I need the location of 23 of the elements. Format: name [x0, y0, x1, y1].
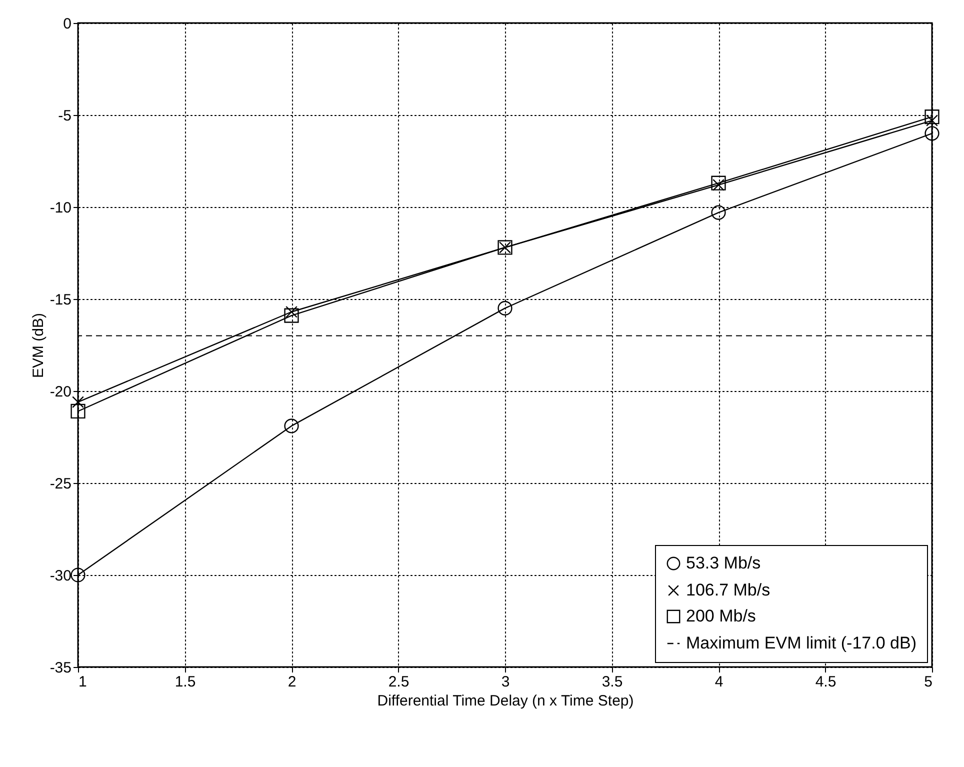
x-tick-label: 3: [501, 674, 510, 690]
x-tick-label: 4: [714, 674, 724, 690]
y-tick-label: -5: [58, 108, 72, 124]
y-tick-label: -30: [50, 568, 72, 584]
x-tick-label: 3.5: [602, 674, 623, 690]
x-tick-label: 2.5: [388, 674, 410, 690]
y-tick-label: -10: [50, 200, 72, 216]
x-tick-label: 2: [288, 674, 296, 690]
y-tick-label: -35: [50, 660, 72, 676]
legend-label: 106.7 Mb/s: [686, 580, 770, 600]
legend-label: 53.3 Mb/s: [686, 554, 761, 572]
y-tick-label: -25: [50, 476, 72, 492]
y-tick-label: -15: [50, 292, 72, 308]
x-tick-label: 1.5: [174, 674, 196, 690]
y-tick-label: -20: [50, 384, 72, 400]
x-tick-label: 1: [78, 674, 87, 690]
x-axis-title: Differential Time Delay (n x Time Step): [377, 692, 634, 710]
y-axis-title: EVM (dB): [30, 312, 47, 378]
legend-label: Maximum EVM limit (-17.0 dB): [686, 634, 916, 652]
x-tick-label: 5: [924, 674, 932, 690]
y-tick-label: 0: [63, 16, 72, 32]
x-tick-label: 4.5: [815, 674, 836, 690]
legend-label: 200 Mb/s: [686, 606, 756, 626]
